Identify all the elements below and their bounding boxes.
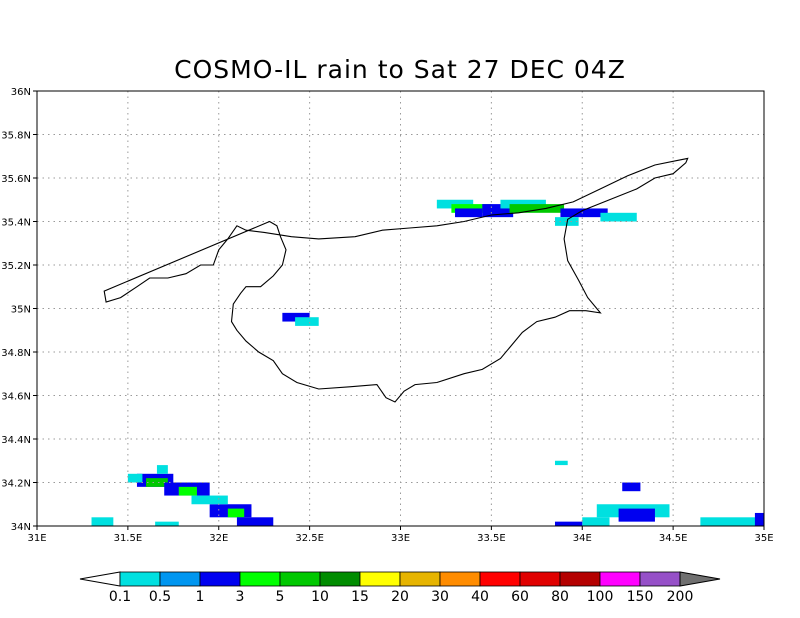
colorbar-label: 1 <box>196 589 205 605</box>
y-tick-label: 35.4N <box>1 218 31 229</box>
y-tick-label: 36N <box>11 87 31 98</box>
y-tick-labels: 34N 34.2N 34.4N 34.6N 34.8N 35N 35.2N 35.4N 35.6… <box>1 87 37 533</box>
colorbar-label: 200 <box>667 589 694 605</box>
x-tick-label: 31E <box>27 533 46 544</box>
x-tick-label: 35E <box>754 533 773 544</box>
colorbar-swatch <box>559 571 601 587</box>
colorbar-under-arrow <box>79 571 121 587</box>
x-tick-label: 31.5E <box>114 533 143 544</box>
rain-cell <box>155 521 179 526</box>
x-tick-label: 33E <box>391 533 410 544</box>
colorbar: 0.1 0.5 1 3 5 10 15 20 30 40 60 80 100 150 200 <box>79 571 721 605</box>
colorbar-swatch <box>239 571 281 587</box>
rain-cell <box>560 208 608 218</box>
colorbar-swatch <box>519 571 561 587</box>
x-tick-label: 33.5E <box>477 533 506 544</box>
rain-cell <box>600 212 637 222</box>
colorbar-swatch <box>159 571 201 587</box>
y-tick-label: 35.6N <box>1 174 31 185</box>
rain-cell <box>91 517 114 526</box>
rain-cell <box>227 508 245 518</box>
colorbar-label: 80 <box>551 589 569 605</box>
colorbar-label: 150 <box>627 589 654 605</box>
rain-cell <box>554 460 568 466</box>
colorbar-swatch <box>399 571 441 587</box>
x-tick-labels: 31E 31.5E 32E 32.5E 33E 33.5E 34E 34.5E 35E <box>27 526 774 544</box>
colorbar-label: 0.1 <box>109 589 131 605</box>
colorbar-swatch <box>359 571 401 587</box>
y-tick-label: 35N <box>11 305 31 316</box>
rain-cell <box>754 512 764 526</box>
colorbar-swatch <box>199 571 241 587</box>
colorbar-label: 3 <box>236 589 245 605</box>
rain-cell <box>509 204 565 213</box>
y-tick-label: 35.8N <box>1 131 31 142</box>
rain-cell <box>622 482 641 492</box>
colorbar-label: 20 <box>391 589 409 605</box>
rain-cell <box>295 317 319 326</box>
colorbar-swatch <box>439 571 481 587</box>
rain-cell <box>178 486 197 496</box>
rain-cell <box>700 517 764 526</box>
cyprus-coastline <box>103 157 689 403</box>
colorbar-label: 100 <box>587 589 614 605</box>
rain-cell <box>236 517 274 526</box>
colorbar-label: 15 <box>351 589 369 605</box>
y-tick-label: 34.2N <box>1 479 31 490</box>
rain-cells <box>91 199 764 526</box>
y-tick-label: 34.6N <box>1 392 31 403</box>
colorbar-label: 40 <box>471 589 489 605</box>
colorbar-swatch <box>119 571 161 587</box>
rain-cell <box>191 495 228 505</box>
y-tick-label: 34N <box>11 522 31 533</box>
colorbar-label: 30 <box>431 589 449 605</box>
colorbar-label: 10 <box>311 589 329 605</box>
colorbar-swatch <box>479 571 521 587</box>
y-tick-label: 34.8N <box>1 348 31 359</box>
y-tick-label: 34.4N <box>1 435 31 446</box>
rain-cell <box>146 478 168 487</box>
colorbar-label: 60 <box>511 589 529 605</box>
colorbar-swatch <box>639 571 681 587</box>
rain-cell <box>554 521 583 526</box>
grid-lines <box>37 91 764 526</box>
x-tick-label: 34.5E <box>659 533 688 544</box>
x-tick-label: 34E <box>573 533 592 544</box>
rain-cell <box>156 465 168 474</box>
rain-cell <box>618 508 655 522</box>
rain-cell <box>582 517 610 526</box>
rain-cell <box>127 473 143 483</box>
colorbar-swatch <box>279 571 321 587</box>
colorbar-label: 5 <box>276 589 285 605</box>
y-tick-label: 35.2N <box>1 261 31 272</box>
x-tick-label: 32.5E <box>295 533 324 544</box>
colorbar-over-arrow <box>679 571 721 587</box>
x-tick-label: 32E <box>209 533 228 544</box>
colorbar-swatch <box>599 571 641 587</box>
rain-cell <box>455 208 483 218</box>
chart-title: COSMO-IL rain to Sat 27 DEC 04Z <box>174 55 626 84</box>
colorbar-label: 0.5 <box>149 589 171 605</box>
colorbar-swatch <box>319 571 361 587</box>
